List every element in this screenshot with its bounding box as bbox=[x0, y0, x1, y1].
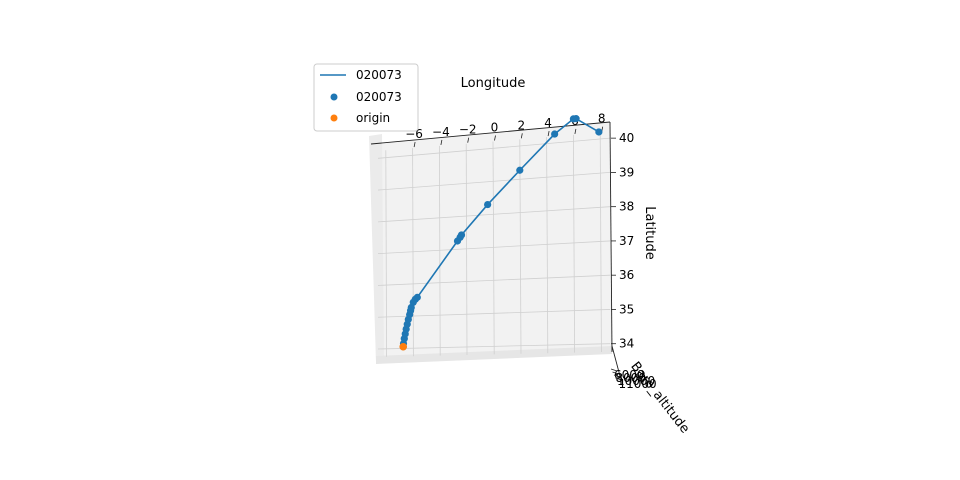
x-tick-mark bbox=[440, 139, 443, 145]
y-tick-label: 39 bbox=[619, 165, 634, 179]
grid-line-latitude bbox=[377, 240, 611, 255]
legend-marker-orange bbox=[330, 114, 338, 122]
grid-line-longitude bbox=[599, 132, 602, 353]
legend-frame bbox=[313, 63, 419, 132]
grid-line-latitude bbox=[377, 137, 611, 159]
z-tick-label: 10000 bbox=[617, 374, 655, 388]
axes-bottom-pane bbox=[376, 346, 612, 364]
z-tick-label: 11000 bbox=[619, 377, 657, 391]
y-tick-label: 37 bbox=[619, 234, 634, 248]
x-tick-label: 4 bbox=[544, 116, 552, 130]
legend-entry-origin: origin bbox=[356, 111, 390, 125]
series-point-020073 bbox=[572, 115, 580, 123]
y-tick-label: 34 bbox=[619, 337, 634, 351]
x-axis-line bbox=[370, 121, 611, 145]
z-tick-mark bbox=[610, 368, 618, 372]
grid-line-longitude bbox=[573, 134, 575, 353]
series-point-020073 bbox=[413, 293, 421, 301]
grid-lines bbox=[377, 132, 611, 357]
origin-point bbox=[399, 342, 408, 351]
x-tick-mark bbox=[467, 137, 470, 143]
series-layer bbox=[399, 115, 603, 351]
grid-line-longitude bbox=[519, 139, 522, 354]
z-tick-mark bbox=[613, 374, 621, 378]
legend-entry-scatter: 020073 bbox=[356, 90, 402, 104]
grid-line-latitude bbox=[377, 343, 611, 350]
z-axis-line bbox=[611, 345, 621, 377]
x-tick-label: 2 bbox=[517, 118, 525, 132]
axes-lines bbox=[370, 121, 621, 377]
series-point-020073 bbox=[457, 231, 466, 239]
grid-line-latitude bbox=[377, 206, 611, 223]
x-tick-mark bbox=[494, 135, 496, 141]
grid-line-latitude bbox=[377, 309, 611, 318]
legend-entry-line: 020073 bbox=[356, 68, 402, 82]
y-tick-label: 40 bbox=[619, 131, 634, 145]
x-tick-mark bbox=[520, 133, 523, 139]
x-tick-label: −2 bbox=[459, 123, 477, 137]
y-axis-line bbox=[609, 121, 613, 353]
series-point-020073 bbox=[595, 128, 603, 136]
grid-line-latitude bbox=[377, 172, 611, 191]
series-point-020073 bbox=[551, 130, 559, 138]
x-tick-mark bbox=[574, 128, 577, 134]
grid-line-longitude bbox=[492, 141, 495, 355]
y-axis-ticks: 34 35 36 37 38 39 40 bbox=[611, 131, 634, 351]
x-tick-mark bbox=[413, 142, 416, 148]
y-tick-label: 35 bbox=[619, 302, 634, 316]
z-axis-label: Baro_altitude bbox=[627, 359, 692, 436]
y-axis-label: Latitude bbox=[642, 206, 657, 260]
legend: 020073 020073 origin bbox=[313, 63, 419, 132]
z-tick-mark bbox=[612, 371, 619, 375]
y-tick-label: 38 bbox=[619, 200, 634, 214]
grid-line-longitude bbox=[546, 137, 549, 354]
axes-pane bbox=[371, 122, 612, 362]
z-tick-mark bbox=[615, 377, 622, 381]
series-point-020073 bbox=[516, 166, 524, 174]
grid-line-longitude bbox=[412, 148, 414, 357]
series-point-020073 bbox=[484, 200, 492, 209]
z-tick-label: 8000 bbox=[616, 371, 647, 385]
grid-line-longitude bbox=[438, 145, 441, 356]
axes-side-pane bbox=[369, 134, 384, 362]
legend-marker-blue bbox=[330, 93, 338, 101]
x-axis-label: Longitude bbox=[461, 76, 526, 91]
grid-line-latitude bbox=[377, 274, 611, 286]
x-tick-label: 8 bbox=[598, 112, 606, 126]
z-tick-label: 6000 bbox=[614, 368, 645, 382]
y-tick-label: 36 bbox=[619, 268, 634, 282]
x-tick-mark bbox=[547, 131, 550, 137]
grid-line-longitude bbox=[465, 143, 468, 356]
x-tick-label: −4 bbox=[432, 125, 450, 139]
x-tick-label: 0 bbox=[491, 121, 499, 135]
